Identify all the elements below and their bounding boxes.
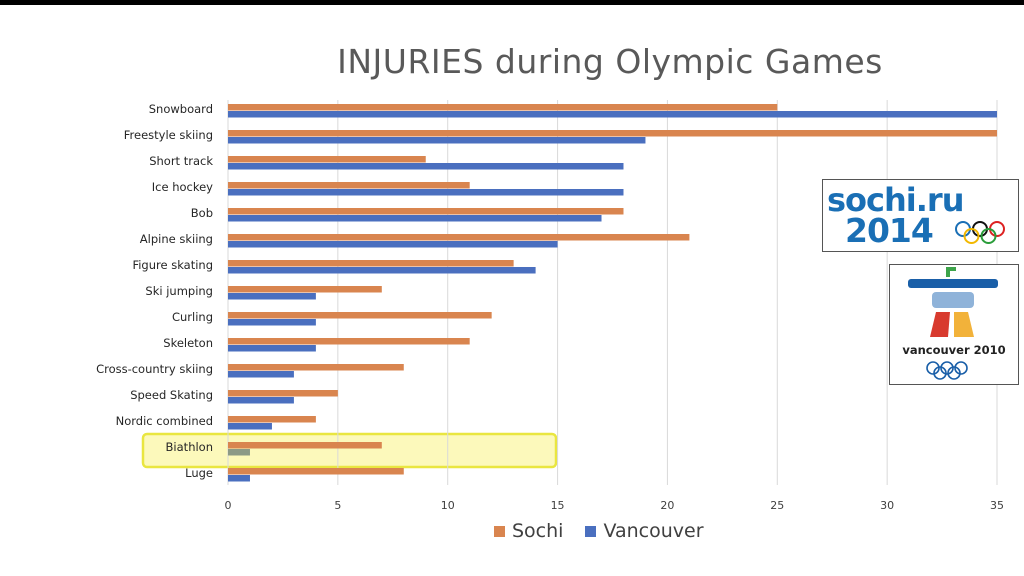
category-label: Bob <box>191 206 213 220</box>
category-label: Snowboard <box>149 102 213 116</box>
vancouver-bar-curling <box>228 319 316 326</box>
category-label: Short track <box>149 154 213 168</box>
category-label: Alpine skiing <box>140 232 213 246</box>
legend-swatch-sochi <box>494 525 505 537</box>
legend-item-sochi: Sochi <box>494 520 563 542</box>
legend-swatch-vancouver <box>585 525 597 537</box>
category-label: Speed Skating <box>130 388 213 402</box>
category-label: Ice hockey <box>152 180 213 194</box>
sochi-bar-short-track <box>228 156 426 163</box>
sochi-bar-biathlon <box>228 442 382 449</box>
legend-label-sochi: Sochi <box>512 520 564 542</box>
category-label: Curling <box>172 310 213 324</box>
vancouver-bar-freestyle-skiing <box>228 137 646 144</box>
vancouver-bar-biathlon <box>228 449 250 456</box>
vancouver-bar-snowboard <box>228 111 997 118</box>
x-tick-label: 0 <box>225 499 232 512</box>
vancouver-bar-alpine-skiing <box>228 241 558 248</box>
sochi-logo-line1: sochi.ru <box>827 181 964 219</box>
category-label: Skeleton <box>163 336 213 350</box>
chart-title: INJURIES during Olympic Games <box>337 42 883 81</box>
category-label: Luge <box>185 466 213 480</box>
vancouver-bar-figure-skating <box>228 267 536 274</box>
sochi-bar-figure-skating <box>228 260 514 267</box>
sochi-bar-ice-hockey <box>228 182 470 189</box>
sochi-bar-speed-skating <box>228 390 338 397</box>
sochi-bar-skeleton <box>228 338 470 345</box>
vancouver-bar-speed-skating <box>228 397 294 404</box>
top-border <box>0 0 1024 5</box>
x-tick-label: 25 <box>770 499 784 512</box>
category-label: Freestyle skiing <box>124 128 213 142</box>
sochi-bar-curling <box>228 312 492 319</box>
sochi-logo-line2: 2014 <box>845 211 934 250</box>
category-label: Figure skating <box>132 258 213 272</box>
vancouver-bar-nordic-combined <box>228 423 272 430</box>
vancouver-bar-bob <box>228 215 602 222</box>
x-tick-label: 10 <box>441 499 455 512</box>
category-label: Cross-country skiing <box>96 362 213 376</box>
x-tick-label: 30 <box>880 499 894 512</box>
legend-label-vancouver: Vancouver <box>603 520 704 542</box>
x-tick-label: 5 <box>334 499 341 512</box>
vancouver-bar-short-track <box>228 163 624 170</box>
sochi-bar-luge <box>228 468 404 475</box>
olympic-rings-icon <box>955 221 1005 244</box>
olympic-rings-icon <box>926 361 968 380</box>
category-label: Ski jumping <box>145 284 213 298</box>
x-tick-label: 20 <box>660 499 674 512</box>
vancouver-2010-logo: vancouver 2010 <box>889 264 1019 385</box>
sochi-bar-freestyle-skiing <box>228 130 997 137</box>
x-tick-label: 35 <box>990 499 1004 512</box>
sochi-bar-ski-jumping <box>228 286 382 293</box>
vancouver-bar-ski-jumping <box>228 293 316 300</box>
chart-legend: Sochi Vancouver <box>494 520 718 542</box>
x-tick-label: 15 <box>551 499 565 512</box>
legend-item-vancouver: Vancouver <box>585 520 704 542</box>
sochi-bar-alpine-skiing <box>228 234 690 241</box>
vancouver-bar-cross-country-skiing <box>228 371 294 378</box>
category-label: Biathlon <box>166 440 213 454</box>
inukshuk-icon <box>908 267 998 380</box>
vancouver-bar-luge <box>228 475 250 482</box>
category-label: Nordic combined <box>116 414 213 428</box>
sochi-bar-nordic-combined <box>228 416 316 423</box>
sochi-2014-logo: sochi.ru 2014 <box>822 179 1019 252</box>
vancouver-logo-text: vancouver 2010 <box>902 343 1006 357</box>
vancouver-bar-ice-hockey <box>228 189 624 196</box>
sochi-bar-bob <box>228 208 624 215</box>
sochi-bar-snowboard <box>228 104 778 111</box>
vancouver-bar-skeleton <box>228 345 316 352</box>
sochi-bar-cross-country-skiing <box>228 364 404 371</box>
